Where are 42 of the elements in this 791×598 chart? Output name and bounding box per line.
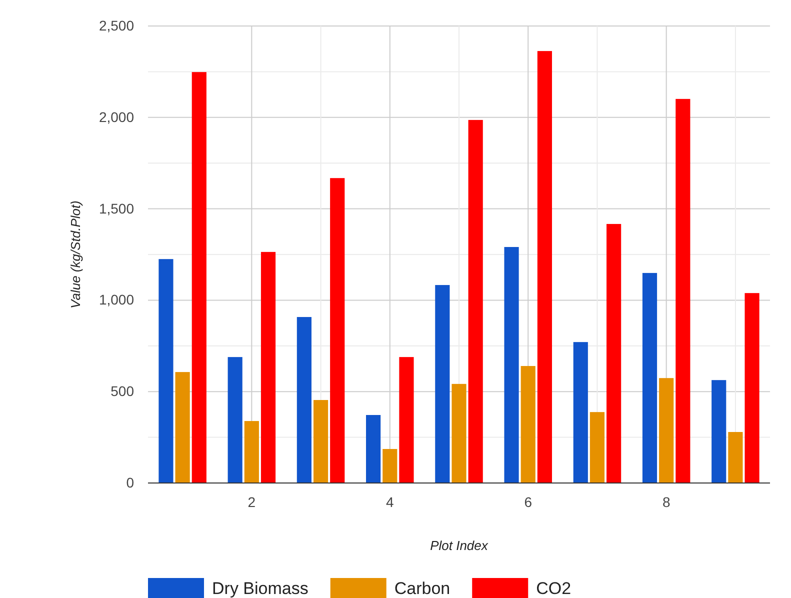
bar: [330, 178, 345, 483]
bar: [537, 51, 552, 483]
bar: [659, 378, 674, 483]
bar: [382, 449, 398, 483]
legend-label: Carbon: [394, 579, 450, 598]
x-tick-label: 4: [386, 494, 394, 510]
legend-label: CO2: [536, 579, 572, 598]
bar: [175, 372, 190, 483]
bar: [452, 384, 466, 483]
y-tick-label: 2,000: [98, 108, 134, 125]
bar: [606, 224, 622, 483]
y-tick-label: 1,000: [98, 292, 134, 308]
bar: [520, 366, 536, 483]
bar: [192, 72, 206, 483]
bar: [676, 98, 690, 483]
bar: [504, 247, 519, 483]
y-tick-label: 500: [110, 383, 134, 400]
bar: [244, 421, 259, 483]
bar: [435, 285, 450, 483]
bar: [728, 432, 743, 483]
y-tick-label: 1,500: [98, 200, 134, 216]
bar: [573, 342, 588, 483]
x-tick-label: 2: [248, 494, 256, 510]
y-tick-label: 2,500: [98, 17, 134, 34]
bar: [744, 293, 760, 483]
bar: [260, 252, 276, 483]
bar: [296, 317, 312, 483]
legend-label: Dry Biomass: [212, 579, 308, 598]
bar: [158, 259, 174, 483]
bar: [590, 412, 605, 483]
bar: [366, 415, 381, 483]
bar: [399, 357, 414, 483]
y-axis-title: Value (kg/Std.Plot): [68, 200, 83, 308]
x-tick-label: 8: [662, 494, 670, 510]
x-tick-label: 6: [524, 494, 532, 510]
bar: [712, 380, 726, 483]
bar: [642, 272, 658, 483]
bar: [313, 400, 328, 483]
bar: [228, 357, 242, 483]
y-tick-label: 0: [126, 474, 134, 490]
bar: [468, 120, 483, 483]
x-axis-title: Plot Index: [430, 538, 488, 553]
